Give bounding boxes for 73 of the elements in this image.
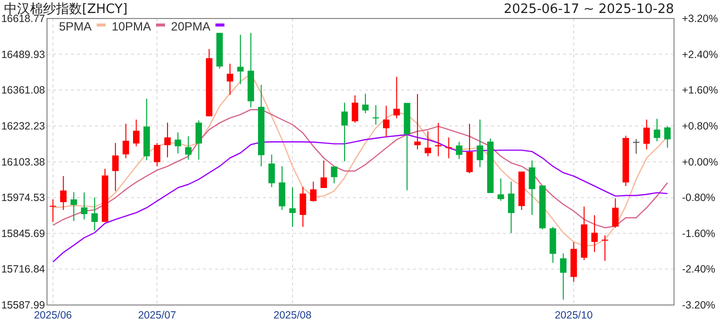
x-tick-label: 2025/06 [34,310,72,320]
y-tick-label: 16103.38 [1,156,46,168]
candlestick [50,198,56,222]
candlestick [196,120,202,160]
legend-label: 20PMA [171,20,210,34]
x-tick-label: 2025/07 [138,310,176,320]
y-tick-label: 16618.77 [1,13,46,25]
y-tick-label: 15587.99 [1,300,46,312]
candlestick [268,154,275,188]
candlestick [341,102,348,162]
candlestick [278,166,286,210]
candlestick [330,166,338,184]
y2-tick-label: -0.80% [682,192,716,204]
candlestick [226,63,234,96]
candlestick [508,181,514,234]
candlestick [435,122,442,157]
y-tick-label: 15845.69 [1,228,46,240]
candlestick [80,192,88,220]
candlestick [60,176,67,210]
y2-tick-label: +2.40% [682,48,718,61]
y2-tick-label: -1.60% [682,228,716,240]
y-tick-label: 15716.84 [1,264,46,276]
candlestick [414,94,421,150]
candlestick [352,94,358,124]
chart-subtitle: 2025-06-17 ~ 2025-10-28 [504,2,674,17]
candlestick [560,252,567,300]
y-tick-label: 15974.53 [1,192,46,204]
y2-tick-label: +0.00% [682,156,718,168]
candlestick [154,142,160,167]
candlestick [300,186,306,228]
line-series [52,134,668,263]
y2-tick-label: +0.80% [682,120,718,132]
y-tick-label: 16361.08 [1,84,46,97]
candlestick [174,132,182,154]
candlestick [612,198,619,228]
candlestick [372,104,380,126]
candlestick [632,138,640,154]
y-tick-label: 16489.93 [1,48,46,61]
candlestick [112,142,119,192]
candlestick [456,141,462,160]
candlestick [310,181,317,202]
candlestick [498,178,504,202]
candlestick [185,136,192,160]
line-series [52,109,668,228]
candlestick [393,76,400,119]
candlestick [382,105,390,138]
candlestick [122,123,130,159]
y2-tick-label: -2.40% [682,264,716,276]
candlestick [164,122,171,158]
y2-tick-label: +1.60% [682,84,718,97]
candlestick [602,234,608,262]
candlestick [528,160,536,216]
candlestick [466,123,473,174]
y-tick-label: 16232.23 [1,120,46,132]
legend-label: 5PMA [59,20,92,34]
y2-tick-label: +3.20% [682,13,718,25]
candlestick [643,119,650,150]
y2-tick-label: -3.20% [682,300,716,312]
candlestick [654,118,660,142]
candlestick [237,34,244,85]
candlestick [362,93,369,114]
candlestick [424,130,432,157]
candlestick [664,126,671,148]
candlestick [445,136,452,159]
candlestick [133,119,140,147]
candlestick [476,119,484,168]
legend-label: 10PMA [112,20,152,34]
candlestick [70,192,77,222]
candlestick [91,196,98,232]
candlestick [320,160,327,188]
x-tick-label: 2025/10 [554,310,593,320]
candlestick [591,214,598,252]
x-tick-label: 2025/08 [274,310,312,320]
